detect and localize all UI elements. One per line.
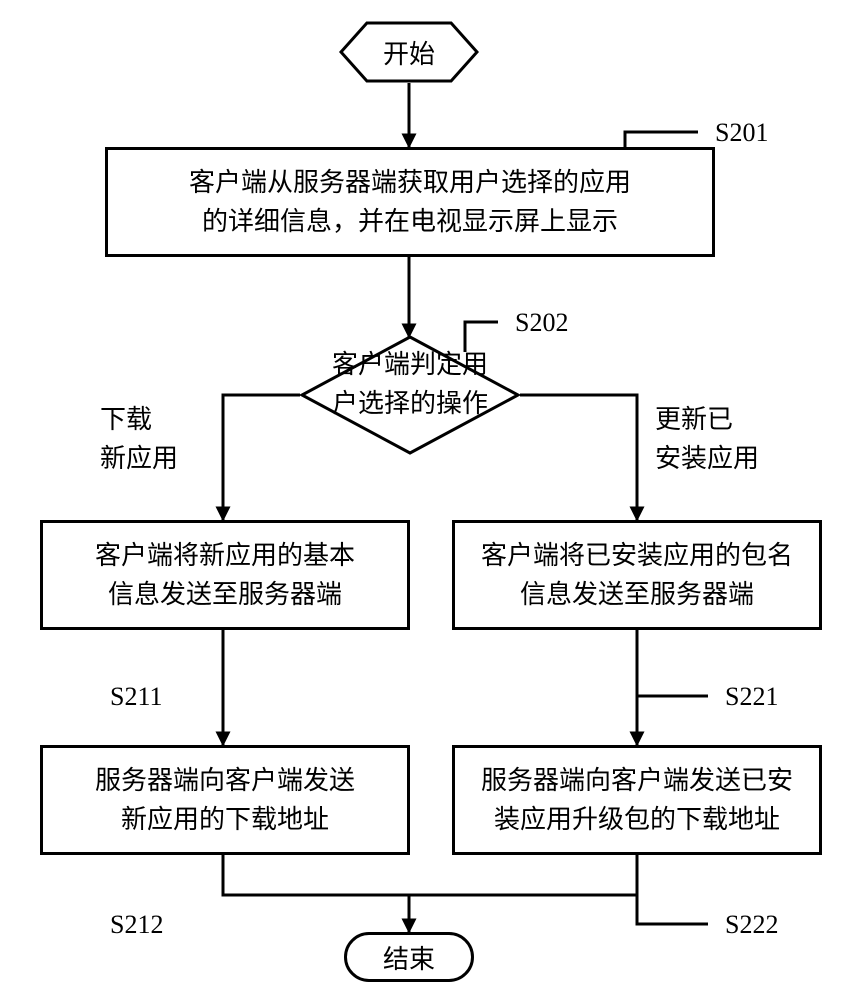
node-text: 客户端将已安装应用的包名信息发送至服务器端 [481, 536, 793, 614]
node-text: 服务器端向客户端发送已安装应用升级包的下载地址 [481, 761, 793, 839]
step-label-s202: S202 [515, 308, 568, 338]
branch-label-left: 下载新应用 [100, 400, 178, 478]
node-start: 开始 [339, 21, 479, 83]
node-text: 客户端将新应用的基本信息发送至服务器端 [95, 536, 355, 614]
node-s201: 客户端从服务器端获取用户选择的应用的详细信息，并在电视显示屏上显示 [105, 147, 715, 257]
node-text: 服务器端向客户端发送新应用的下载地址 [95, 761, 355, 839]
step-label-s212: S212 [110, 910, 163, 940]
node-s221: 客户端将已安装应用的包名信息发送至服务器端 [452, 520, 822, 630]
node-s202 [300, 335, 520, 455]
branch-label-right: 更新已安装应用 [655, 400, 759, 478]
step-label-s201: S201 [715, 118, 768, 148]
node-text: 结束 [344, 932, 474, 982]
flowchart-canvas: 开始客户端从服务器端获取用户选择的应用的详细信息，并在电视显示屏上显示 S201 客… [0, 0, 861, 1000]
step-label-s222: S222 [725, 910, 778, 940]
node-text: 客户端从服务器端获取用户选择的应用的详细信息，并在电视显示屏上显示 [189, 163, 631, 241]
node-end: 结束 [344, 932, 474, 982]
step-label-s211: S211 [110, 682, 163, 712]
node-text: 开始 [339, 21, 479, 83]
node-s211: 客户端将新应用的基本信息发送至服务器端 [40, 520, 410, 630]
step-label-s221: S221 [725, 682, 778, 712]
node-s212: 服务器端向客户端发送新应用的下载地址 [40, 745, 410, 855]
node-s222: 服务器端向客户端发送已安装应用升级包的下载地址 [452, 745, 822, 855]
